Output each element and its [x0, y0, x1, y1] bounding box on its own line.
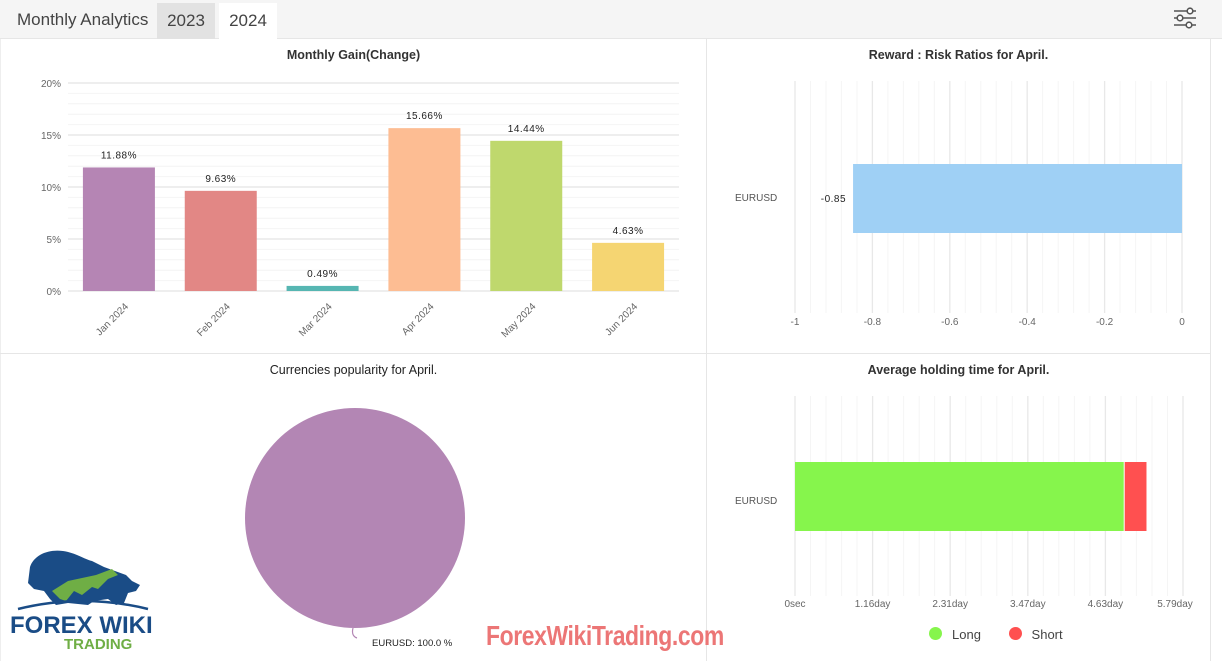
tab-2023[interactable]: 2023	[157, 3, 215, 39]
filter-settings-button[interactable]	[1170, 6, 1200, 32]
page-title: Monthly Analytics	[17, 10, 149, 29]
watermark-text: ForexWikiTrading.com	[486, 620, 724, 651]
svg-text:9.63%: 9.63%	[205, 174, 236, 185]
chart-title: Currencies popularity for April.	[269, 363, 438, 377]
divider-horizontal	[0, 353, 1210, 354]
svg-text:10%: 10%	[41, 183, 61, 194]
svg-text:Mar 2024: Mar 2024	[297, 301, 335, 339]
svg-text:4.63%: 4.63%	[613, 226, 644, 237]
currencies-popularity-panel: Currencies popularity for April. EURUSD:…	[0, 354, 706, 661]
svg-text:Feb 2024: Feb 2024	[195, 301, 233, 339]
svg-text:-0.4: -0.4	[1019, 317, 1037, 328]
svg-text:11.88%: 11.88%	[101, 150, 137, 161]
svg-text:0: 0	[1179, 317, 1185, 328]
bar-segment-short[interactable]	[1124, 462, 1147, 531]
legend-label: Short	[1031, 627, 1063, 642]
svg-text:-0.6: -0.6	[941, 317, 959, 328]
monthly-gain-chart: 0% 5% 10% 15% 20% 11.88% Jan 2024 9.63% Feb 2024…	[41, 79, 679, 340]
chart-title: Monthly Gain(Change)	[286, 48, 421, 62]
sliders-icon	[1174, 7, 1196, 29]
svg-text:May 2024: May 2024	[500, 301, 539, 340]
svg-text:3.47day: 3.47day	[1010, 599, 1046, 610]
svg-text:TRADING: TRADING	[64, 636, 132, 653]
holding-time-chart: 0sec 1.16day 2.31day 3.47day 4.63day 5.79day E…	[735, 396, 1193, 610]
bar-may-2024[interactable]: 14.44%	[490, 124, 563, 291]
bar-eurusd[interactable]: -0.85	[821, 164, 1182, 233]
svg-text:0%: 0%	[47, 287, 62, 298]
svg-text:0sec: 0sec	[784, 599, 805, 610]
svg-text:20%: 20%	[41, 79, 61, 90]
holding-time-panel: Average holding time for April. 0sec 1.16…	[707, 354, 1210, 661]
reward-risk-panel: Reward : Risk Ratios for April. -1 -0.8 -0…	[707, 39, 1210, 353]
svg-text:Apr 2024: Apr 2024	[400, 301, 437, 338]
bar-jun-2024[interactable]: 4.63%	[592, 226, 665, 291]
legend-label: Long	[952, 627, 981, 642]
svg-text:15.66%: 15.66%	[406, 111, 443, 122]
svg-text:-0.85: -0.85	[821, 194, 846, 205]
svg-text:EURUSD: EURUSD	[735, 496, 777, 507]
svg-text:4.63day: 4.63day	[1088, 599, 1124, 610]
svg-text:EURUSD: EURUSD	[735, 193, 777, 204]
svg-text:0.49%: 0.49%	[307, 269, 338, 280]
tab-2024[interactable]: 2024	[219, 3, 277, 39]
bar-jan-2024[interactable]: 11.88%	[82, 150, 155, 291]
svg-text:FOREX WIKI: FOREX WIKI	[10, 612, 153, 639]
chart-legend: Long Short	[929, 627, 1087, 642]
svg-text:15%: 15%	[41, 131, 61, 142]
bar-feb-2024[interactable]: 9.63%	[184, 174, 257, 291]
currencies-pie-chart: EURUSD: 100.0 %	[245, 408, 465, 649]
header-bar: Monthly Analytics 2023 2024	[0, 0, 1222, 39]
bull-bear-logo-icon: FOREX WIKI TRADING	[10, 550, 153, 653]
short-dot-icon	[1008, 627, 1022, 640]
svg-text:EURUSD: 100.0 %: EURUSD: 100.0 %	[372, 638, 453, 649]
legend-item-short[interactable]: Short	[1008, 627, 1063, 642]
divider-vertical	[706, 39, 707, 661]
svg-text:5.79day: 5.79day	[1157, 599, 1193, 610]
svg-text:-1: -1	[791, 317, 800, 328]
monthly-gain-panel: Monthly Gain(Change) 0% 5% 10% 15% 20% 11.88%…	[0, 39, 706, 353]
svg-text:5%: 5%	[47, 235, 62, 246]
svg-text:-0.2: -0.2	[1096, 317, 1114, 328]
chart-title: Average holding time for April.	[867, 363, 1050, 377]
svg-text:14.44%: 14.44%	[508, 124, 545, 135]
bar-segment-long[interactable]	[795, 462, 1124, 531]
bar-apr-2024[interactable]: 15.66%	[388, 111, 461, 291]
divider-right	[1210, 39, 1211, 661]
bar-mar-2024[interactable]: 0.49%	[286, 269, 359, 291]
svg-text:1.16day: 1.16day	[855, 599, 891, 610]
legend-item-long[interactable]: Long	[929, 627, 981, 642]
svg-text:Jun 2024: Jun 2024	[603, 301, 640, 338]
pie-slice-eurusd[interactable]	[245, 408, 465, 628]
chart-title: Reward : Risk Ratios for April.	[868, 48, 1049, 62]
svg-text:-0.8: -0.8	[864, 317, 882, 328]
long-dot-icon	[929, 627, 942, 640]
forex-wiki-logo: FOREX WIKI TRADING	[8, 545, 158, 655]
svg-text:Jan 2024: Jan 2024	[94, 301, 131, 338]
svg-text:2.31day: 2.31day	[932, 599, 968, 610]
reward-risk-chart: -1 -0.8 -0.6 -0.4 -0.2 0 -0.85 EURUSD	[735, 81, 1185, 328]
